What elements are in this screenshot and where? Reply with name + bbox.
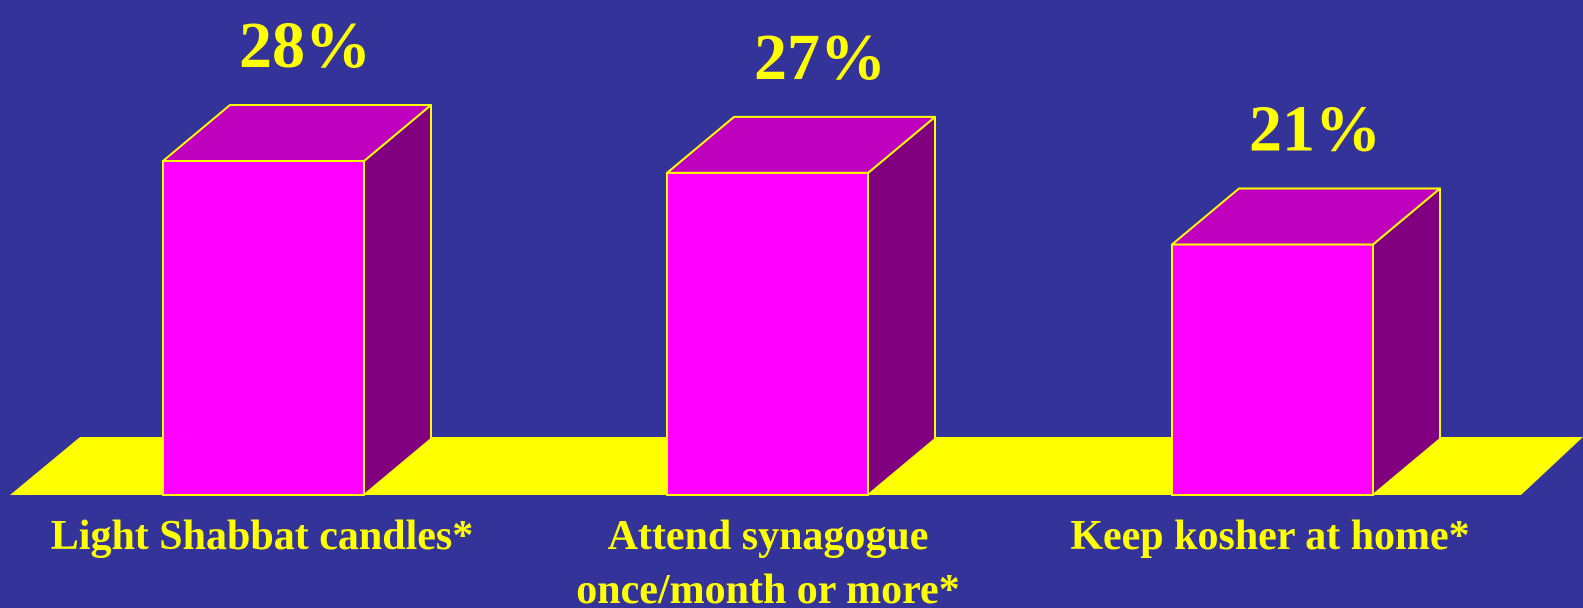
category-label-line: Attend synagogue bbox=[608, 513, 929, 559]
value-label-3: 21% bbox=[1249, 93, 1381, 166]
category-label-line: Keep kosher at home* bbox=[1070, 513, 1469, 559]
value-label-2: 27% bbox=[754, 21, 886, 94]
category-label-3: Keep kosher at home* bbox=[1070, 513, 1469, 559]
category-label-2: Attend synagogue once/month or more* bbox=[576, 513, 959, 608]
value-label-1: 28% bbox=[239, 9, 371, 82]
bar-front-face bbox=[1171, 243, 1374, 496]
category-label-1: Light Shabbat candles* bbox=[51, 513, 473, 559]
category-label-line: once/month or more* bbox=[576, 567, 959, 608]
bar-2 bbox=[666, 115, 936, 497]
bar-front-face bbox=[162, 160, 365, 496]
bar-side-face bbox=[363, 104, 432, 496]
bars-layer bbox=[162, 104, 1441, 497]
category-label-line: Light Shabbat candles* bbox=[51, 513, 473, 559]
labels-layer: 28% Light Shabbat candles* 27% Attend synag… bbox=[51, 9, 1470, 608]
bar-side-face bbox=[867, 115, 936, 496]
bar-front-face bbox=[666, 171, 869, 497]
bar-1 bbox=[162, 104, 432, 496]
bar-3 bbox=[1171, 187, 1441, 496]
